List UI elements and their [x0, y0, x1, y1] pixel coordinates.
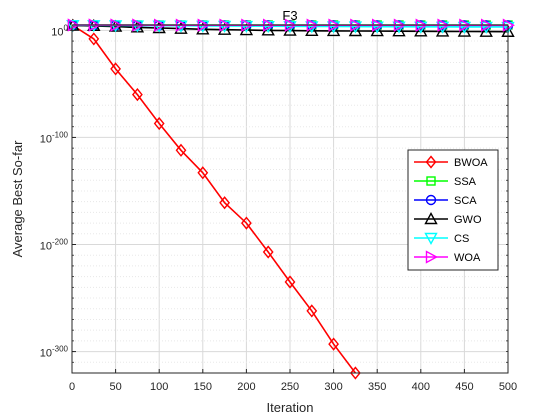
y-tick-label: 10-100 — [40, 130, 69, 145]
data-point-bwoa — [131, 87, 143, 102]
data-point-bwoa — [88, 32, 100, 46]
data-point-gwo — [370, 24, 384, 37]
data-point-gwo — [479, 24, 493, 37]
legend-item-ssa: SSA — [414, 176, 477, 188]
data-point-bwoa — [219, 196, 231, 210]
x-tick-label: 350 — [368, 381, 386, 393]
data-point-bwoa — [110, 62, 122, 76]
data-point-bwoa — [262, 245, 274, 259]
y-axis-label: Average Best So-far — [10, 140, 25, 257]
x-tick-label: 100 — [150, 381, 168, 393]
legend-item-sca: SCA — [414, 194, 477, 207]
x-tick-label: 50 — [109, 381, 121, 393]
legend-label: SSA — [454, 176, 477, 188]
data-point-bwoa — [240, 216, 252, 230]
x-tick-label: 250 — [281, 381, 299, 393]
data-point-gwo — [392, 24, 406, 37]
x-tick-label: 450 — [455, 381, 473, 393]
y-tick-label: 10-300 — [40, 345, 69, 360]
y-ticks: 100 10-100 10-200 10-300 — [40, 23, 508, 374]
x-ticks: 0 50 100 150 200 250 300 350 400 450 500 — [69, 369, 517, 393]
legend-label: SCA — [454, 195, 477, 207]
legend-item-bwoa: BWOA — [414, 155, 488, 169]
data-point-bwoa — [425, 155, 437, 169]
legend-item-woa: WOA — [414, 250, 481, 264]
x-tick-label: 400 — [412, 381, 430, 393]
x-tick-label: 500 — [499, 381, 517, 393]
data-point-bwoa — [175, 143, 187, 157]
x-tick-label: 0 — [69, 381, 75, 393]
chart-title: F3 — [282, 8, 297, 23]
data-point-gwo — [435, 24, 450, 37]
data-point-sca — [425, 194, 437, 206]
legend-item-gwo: GWO — [414, 212, 482, 226]
x-axis-label: Iteration — [267, 400, 314, 415]
x-tick-label: 300 — [324, 381, 342, 393]
data-point-bwoa — [349, 366, 361, 380]
data-point-cs — [424, 232, 438, 245]
series-line-bwoa — [72, 24, 357, 373]
legend-label: CS — [454, 233, 469, 245]
series-bwoa — [67, 18, 361, 380]
x-tick-label: 150 — [194, 381, 212, 393]
legend-item-cs: CS — [414, 232, 469, 245]
data-point-woa — [67, 18, 80, 32]
data-point-ssa — [426, 176, 436, 186]
legend: BWOA SSA SCA GWO CS WOA — [407, 149, 499, 271]
legend-box — [407, 149, 499, 271]
data-point-bwoa — [328, 337, 340, 351]
data-point-gwo — [424, 212, 438, 225]
data-point-bwoa — [153, 116, 165, 131]
data-point-gwo — [174, 21, 188, 34]
data-point-bwoa — [306, 304, 318, 318]
data-point-gwo — [196, 22, 210, 35]
legend-label: GWO — [454, 214, 482, 226]
legend-label: BWOA — [454, 157, 488, 169]
x-tick-label: 200 — [237, 381, 255, 393]
y-tick-label: 100 — [51, 23, 68, 38]
data-point-woa — [425, 250, 438, 264]
data-point-bwoa — [197, 166, 209, 180]
data-point-gwo — [457, 24, 472, 37]
data-point-bwoa — [284, 275, 296, 289]
data-point-gwo — [414, 24, 428, 37]
legend-label: WOA — [454, 252, 481, 264]
y-tick-label: 10-200 — [40, 238, 69, 253]
